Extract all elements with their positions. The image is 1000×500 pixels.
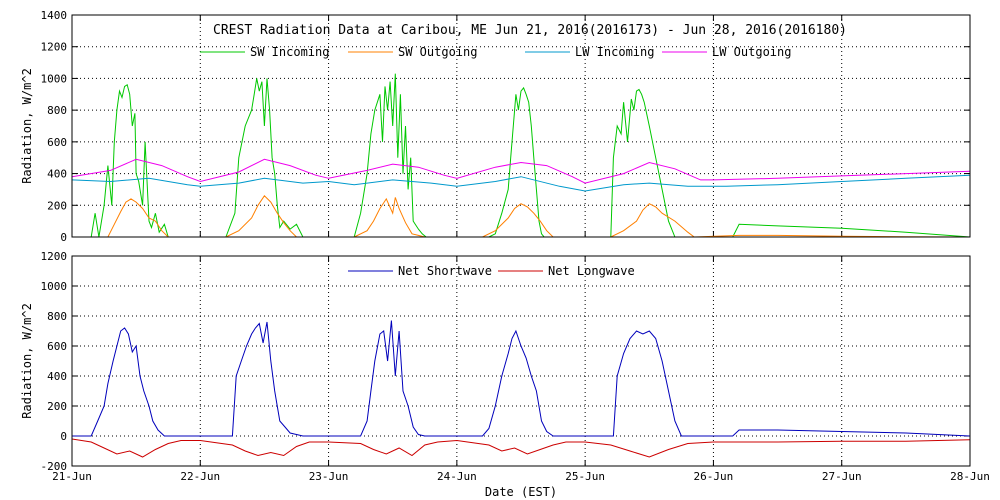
series-line-lw-incoming: [72, 174, 970, 192]
plot-frame: [71, 14, 971, 238]
y-tick-label: 600: [47, 340, 67, 353]
legend-label-lw-outgoing: LW Outgoing: [712, 45, 791, 59]
legend-label-sw-incoming: SW Incoming: [250, 45, 329, 59]
y-tick-label: 0: [60, 430, 67, 443]
y-tick-label: 600: [47, 136, 67, 149]
x-tick-label: 22-Jun: [180, 470, 220, 483]
chart-panel-2: -200 0 200 400 600 800 1000 1200 21-Jun 22-Jun 23-…: [20, 250, 990, 499]
x-tick-label: 27-Jun: [822, 470, 862, 483]
x-tick-label: 25-Jun: [565, 470, 605, 483]
series-line-sw-incoming: [72, 73, 970, 237]
x-tick-label: 21-Jun: [52, 470, 92, 483]
y-tick-label: 1400: [41, 9, 68, 22]
x-tick-label: 26-Jun: [694, 470, 734, 483]
y-tick-label: 1000: [41, 72, 68, 85]
y-tick-label: -200: [41, 460, 68, 473]
legend-label-net-longwave: Net Longwave: [548, 264, 635, 278]
y-tick-label: 800: [47, 104, 67, 117]
y-axis-label: Radiation, W/m^2: [20, 68, 34, 184]
plot-frame: [71, 255, 971, 467]
y-tick-label: 800: [47, 310, 67, 323]
x-tick-label: 28-Jun: [950, 470, 990, 483]
legend-label-sw-outgoing: SW Outgoing: [398, 45, 477, 59]
y-tick-label: 400: [47, 168, 67, 181]
y-tick-label: 200: [47, 199, 67, 212]
y-tick-label: 1200: [41, 41, 68, 54]
x-axis-label: Date (EST): [485, 485, 557, 499]
x-tick-label: 23-Jun: [309, 470, 349, 483]
legend-label-net-shortwave: Net Shortwave: [398, 264, 492, 278]
y-tick-label: 400: [47, 370, 67, 383]
y-tick-label: 1200: [41, 250, 68, 263]
y-tick-label: 0: [60, 231, 67, 244]
series-line-net-shortwave: [72, 320, 970, 437]
series-line-sw-outgoing: [72, 195, 970, 237]
x-tick-label: 24-Jun: [437, 470, 477, 483]
y-tick-label: 1000: [41, 280, 68, 293]
chart-panel-1: 0 200 400 600 800 1000 1200 1400 Radiation, W/m^…: [20, 9, 971, 244]
legend-label-lw-incoming: LW Incoming: [575, 45, 654, 59]
y-tick-label: 200: [47, 400, 67, 413]
series-line-net-longwave: [72, 438, 970, 458]
series-line-lw-outgoing: [72, 158, 970, 184]
chart-title: CREST Radiation Data at Caribou, ME Jun …: [213, 23, 847, 38]
y-axis-label: Radiation, W/m^2: [20, 303, 34, 419]
